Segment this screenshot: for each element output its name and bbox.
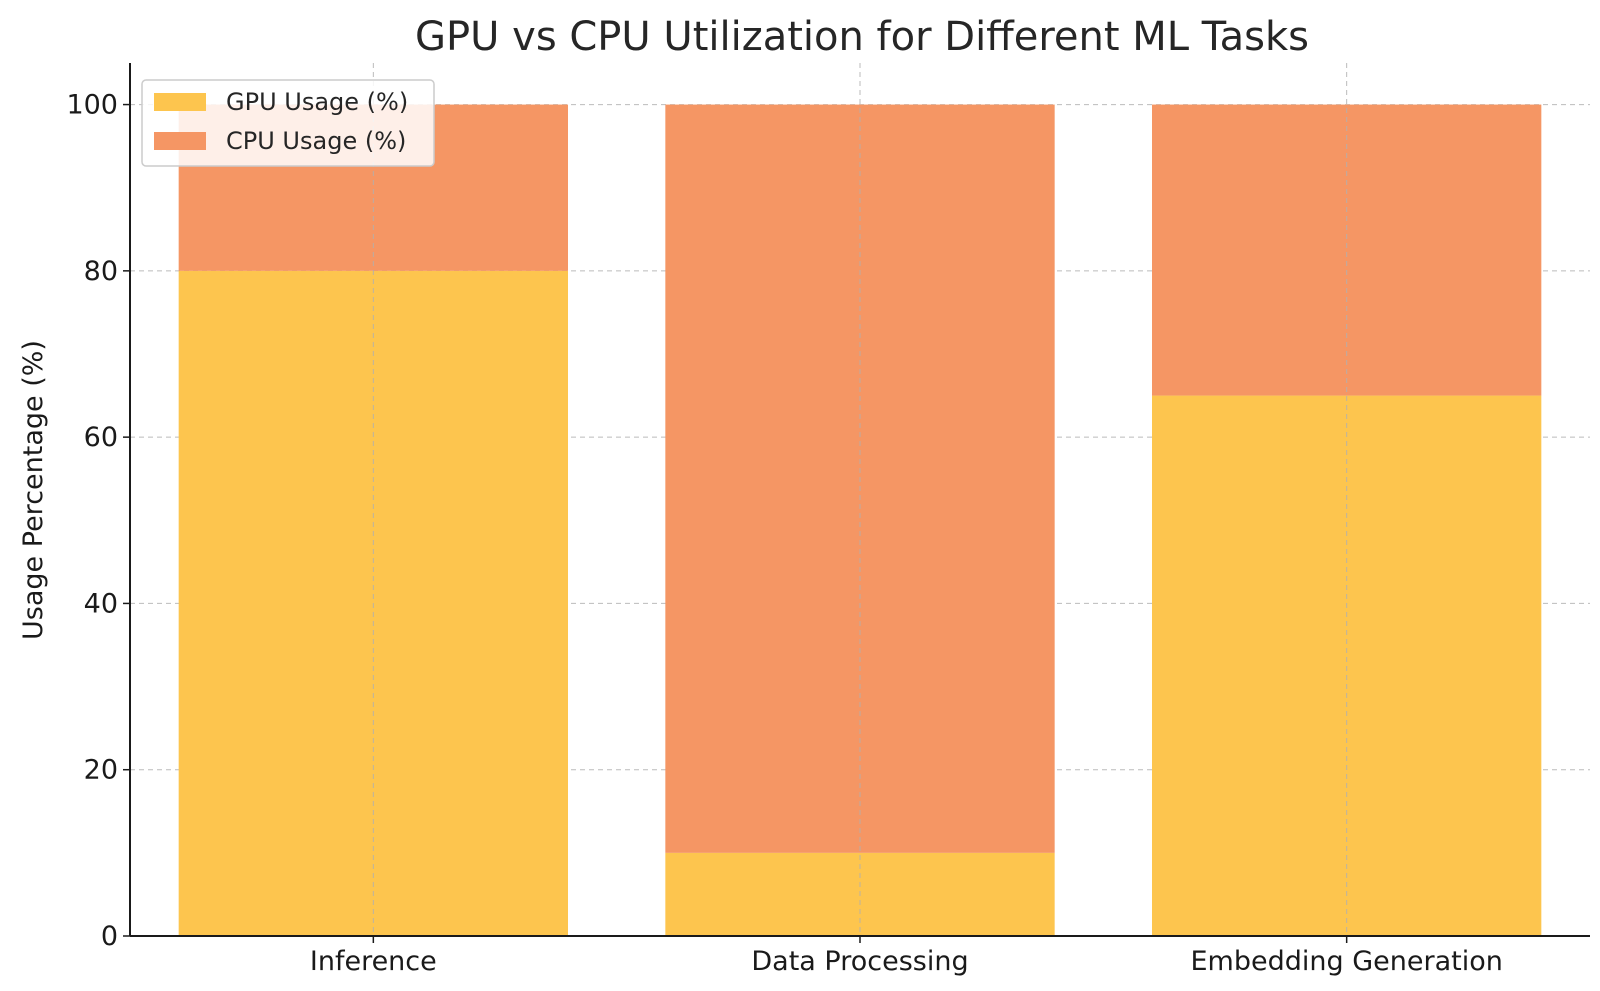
legend-label: CPU Usage (%) [226, 127, 406, 155]
legend-swatch [154, 132, 206, 150]
gridlines-overlay [372, 63, 1348, 936]
y-tick-label: 100 [66, 90, 118, 121]
bar-gpu-embedding-generation[interactable] [1152, 395, 1542, 937]
tick-labels: 0 20 40 60 80 100 Inference Data Processing Embe… [66, 90, 1502, 977]
y-axis-title: Usage Percentage (%) [18, 340, 49, 640]
x-tick-label: Embedding Generation [1190, 946, 1502, 977]
y-tick-label: 60 [84, 422, 118, 453]
y-tick-label: 20 [84, 755, 118, 786]
y-tick-label: 40 [84, 588, 118, 619]
chart-title: GPU vs CPU Utilization for Different ML … [415, 14, 1309, 60]
y-tick-label: 80 [84, 256, 118, 287]
x-tick-label: Inference [310, 946, 437, 977]
legend-label: GPU Usage (%) [226, 88, 408, 116]
legend[interactable]: GPU Usage (%) CPU Usage (%) [141, 79, 435, 167]
legend-swatch [154, 93, 206, 111]
x-tick-label: Data Processing [751, 946, 968, 977]
legend-box [141, 79, 435, 167]
y-tick-label: 0 [101, 921, 118, 952]
